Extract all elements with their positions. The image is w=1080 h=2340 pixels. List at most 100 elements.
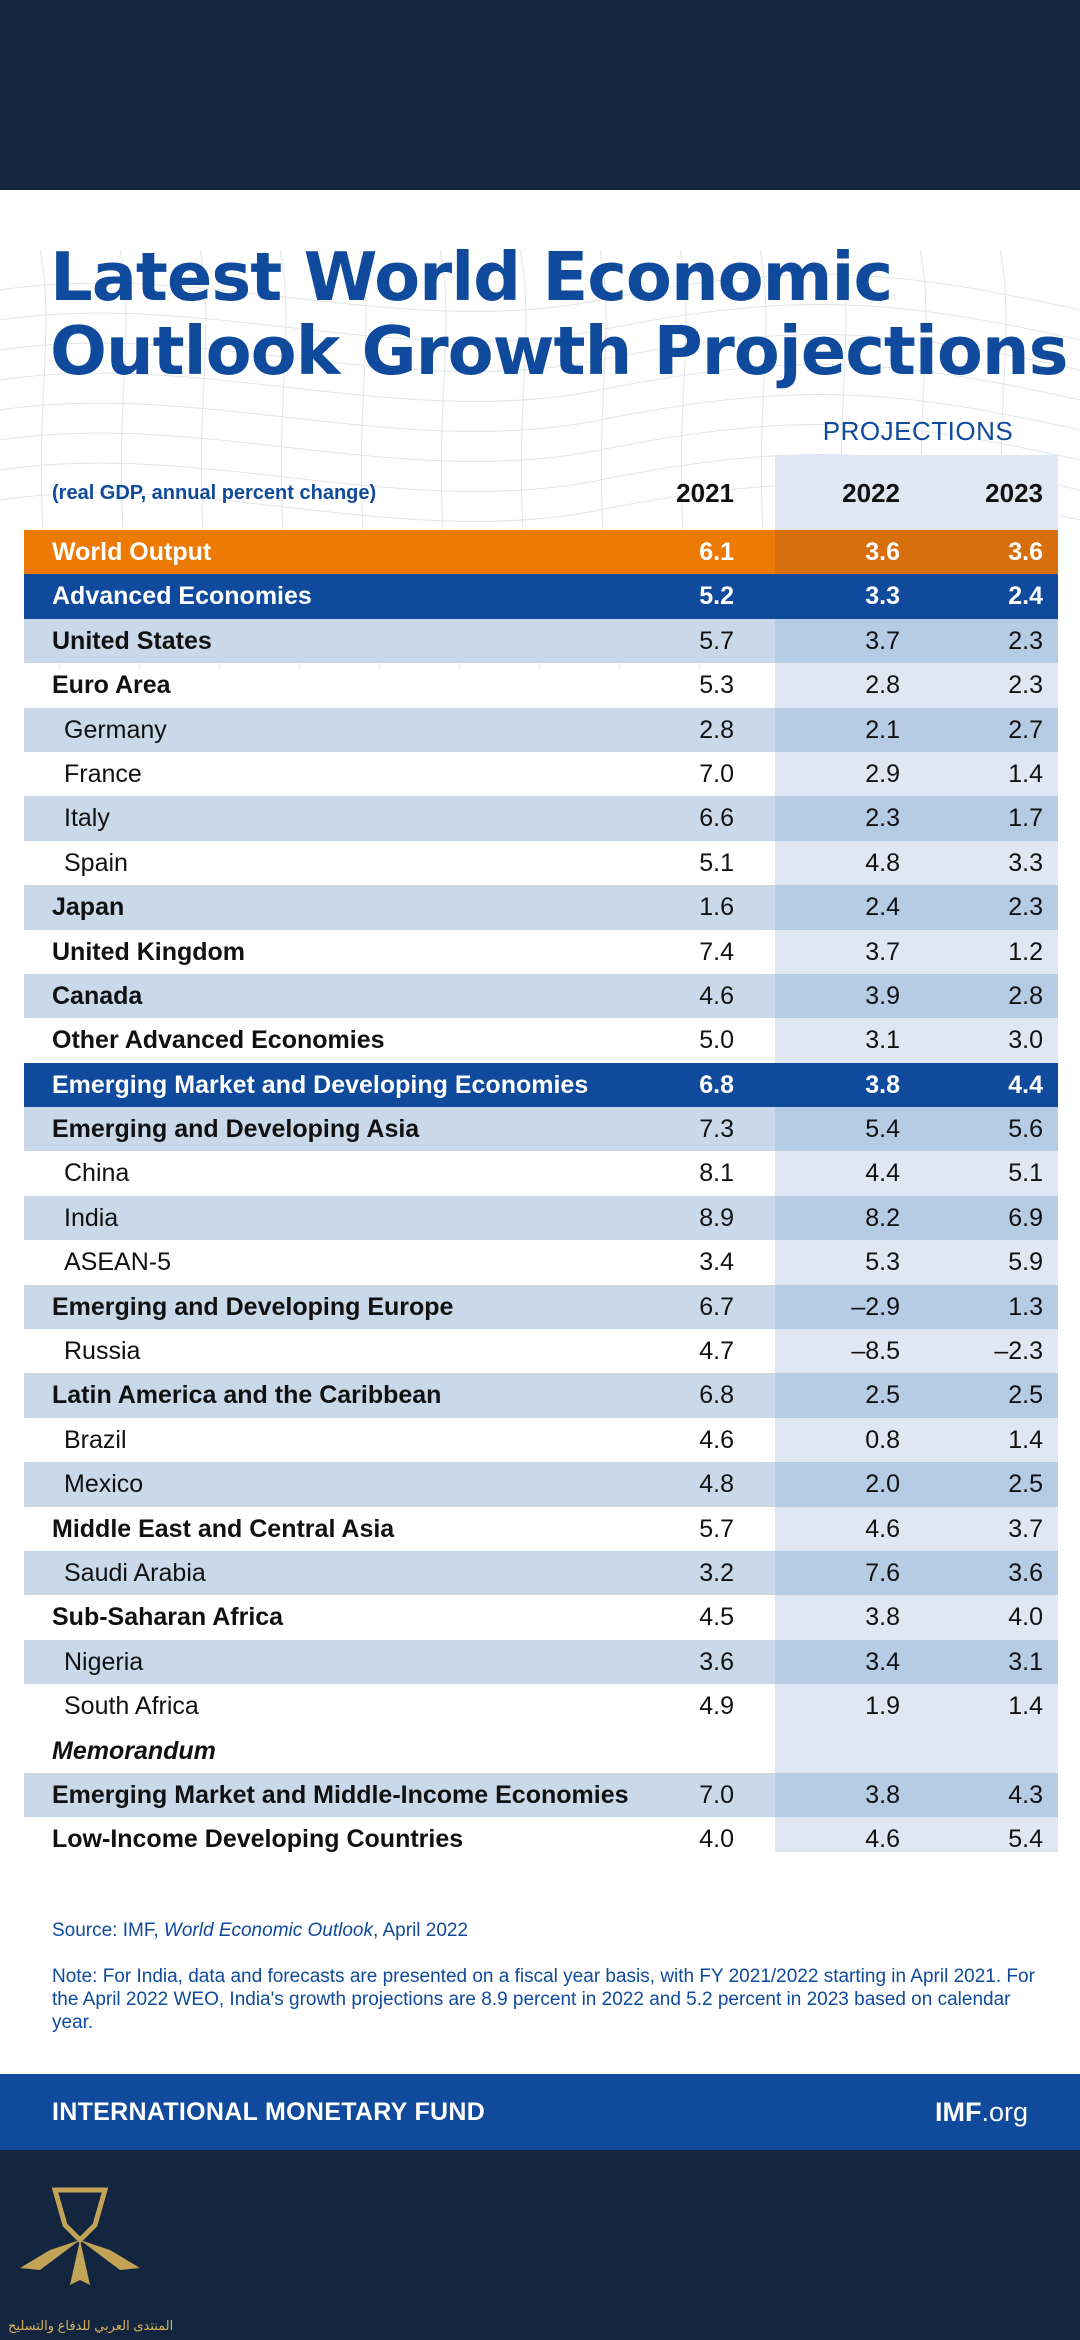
projection-shading (775, 1284, 1058, 1330)
top-dark-band (0, 0, 1080, 190)
row-shading (24, 1062, 1058, 1108)
value-2023: 2.5 (1008, 1470, 1043, 1499)
row-label: United States (52, 626, 212, 655)
value-2023: 3.1 (1008, 1647, 1043, 1676)
table-row: Mexico 4.8 2.0 2.5 (24, 1462, 1058, 1507)
table-row: Sub-Saharan Africa 4.5 3.8 4.0 (24, 1595, 1058, 1639)
value-2022: 2.3 (865, 804, 900, 833)
website-bold: IMF (934, 2097, 982, 2127)
row-label: Emerging and Developing Asia (52, 1115, 420, 1144)
value-2022: 4.6 (865, 1825, 900, 1854)
value-2021: 1.6 (699, 893, 734, 922)
value-2022: 3.6 (865, 538, 900, 566)
projections-label: PROJECTIONS (822, 416, 1014, 446)
value-2023: 2.8 (1008, 981, 1043, 1010)
value-2023: 2.3 (1008, 893, 1043, 922)
value-2023: 3.3 (1008, 848, 1043, 877)
table-row: Low-Income Developing Countries 4.0 4.6 5.4 (24, 1817, 1058, 1861)
value-2023: 3.0 (1008, 1026, 1043, 1055)
units-subtitle: (real GDP, annual percent change) (52, 482, 377, 504)
table-row: Other Advanced Economies 5.0 3.1 3.0 (24, 1018, 1058, 1062)
row-label: Sub-Saharan Africa (52, 1603, 284, 1632)
value-2023: –2.3 (994, 1337, 1043, 1366)
projection-shading (775, 1550, 1058, 1596)
projection-shading (775, 1772, 1058, 1818)
value-2021: 7.4 (699, 937, 734, 966)
row-label: Russia (64, 1337, 141, 1366)
value-2021: 4.7 (699, 1337, 734, 1366)
row-label: Mexico (64, 1470, 144, 1499)
website-link[interactable]: IMF.org (935, 2074, 1028, 2150)
value-2023: 4.4 (1008, 1070, 1043, 1099)
infographic-card: Latest World Economic Outlook Growth Pro… (0, 190, 1080, 2074)
year-header-2023: 2023 (985, 478, 1043, 508)
value-2023: 5.4 (1008, 1825, 1043, 1854)
table-row: China 8.1 4.4 5.1 (24, 1151, 1058, 1195)
value-2021: 6.8 (699, 1381, 734, 1410)
projection-shading (775, 707, 1058, 752)
row-label: South Africa (64, 1692, 199, 1721)
value-2023: 3.6 (1008, 1558, 1043, 1587)
source-publication: World Economic Outlook (163, 1920, 373, 1941)
value-2023: 1.7 (1008, 804, 1043, 833)
table-row: Germany 2.8 2.1 2.7 (24, 707, 1058, 752)
row-shading (24, 574, 1058, 619)
row-label: Advanced Economies (52, 582, 312, 611)
projection-shading (775, 1195, 1058, 1241)
row-label: India (64, 1203, 119, 1232)
row-label: Middle East and Central Asia (52, 1514, 395, 1543)
value-2023: 1.3 (1008, 1292, 1043, 1321)
table-row: Emerging and Developing Asia 7.3 5.4 5.6 (24, 1107, 1058, 1152)
value-2022: 5.4 (865, 1115, 900, 1144)
table-row: Emerging Market and Middle-Income Econom… (24, 1772, 1058, 1818)
value-2023: 1.2 (1008, 937, 1043, 966)
value-2022: 4.4 (865, 1159, 900, 1188)
value-2021: 3.2 (699, 1558, 734, 1587)
row-label: Other Advanced Economies (52, 1026, 385, 1055)
value-2023: 6.9 (1008, 1203, 1043, 1232)
india-note: Note: For India, data and forecasts are … (52, 1966, 1035, 2033)
source-prefix: Source: IMF, (52, 1920, 164, 1941)
table-row: Euro Area 5.3 2.8 2.3 (24, 663, 1058, 707)
value-2021: 8.1 (699, 1159, 734, 1188)
value-2021: 4.9 (699, 1692, 734, 1721)
value-2021: 5.2 (699, 582, 734, 611)
table-row: United Kingdom 7.4 3.7 1.2 (24, 930, 1058, 974)
value-2023: 3.6 (1008, 538, 1043, 566)
table-row: India 8.9 8.2 6.9 (24, 1195, 1058, 1241)
row-label: Spain (64, 848, 128, 877)
table-row: Memorandum (24, 1729, 1058, 1773)
table-row: Emerging and Developing Europe 6.7 –2.9 1.3 (24, 1284, 1058, 1330)
value-2022: 8.2 (865, 1203, 900, 1232)
organization-name: INTERNATIONAL MONETARY FUND (52, 2098, 486, 2126)
value-2021: 3.4 (699, 1248, 734, 1277)
table-row: Latin America and the Caribbean 6.8 2.5 2.5 (24, 1373, 1058, 1418)
value-2022: 3.8 (865, 1603, 900, 1632)
value-2023: 2.4 (1008, 582, 1043, 611)
value-2022: 4.8 (865, 848, 900, 877)
value-2022: 2.8 (865, 671, 900, 700)
title-line-1: Latest World Economic (50, 238, 893, 316)
table-row: United States 5.7 3.7 2.3 (24, 618, 1058, 664)
value-2021: 3.6 (699, 1647, 734, 1676)
table-row: Emerging Market and Developing Economies… (24, 1062, 1058, 1108)
value-2023: 4.3 (1008, 1780, 1043, 1809)
projection-shading (775, 796, 1058, 841)
value-2021: 6.6 (699, 804, 734, 833)
bottom-dark-band (0, 2150, 1080, 2340)
source-citation: Source: IMF, World Economic Outlook, Apr… (52, 1920, 468, 1942)
projections-column-band (775, 455, 1058, 1852)
row-label: Low-Income Developing Countries (52, 1825, 464, 1854)
value-2021: 4.8 (699, 1470, 734, 1499)
table-row: France 7.0 2.9 1.4 (24, 752, 1058, 796)
value-2023: 5.9 (1008, 1248, 1043, 1277)
row-label: Euro Area (52, 671, 171, 700)
value-2023: 1.4 (1008, 759, 1043, 788)
watermark-eagle-icon (20, 2187, 140, 2285)
projection-shading (775, 885, 1058, 930)
projection-shading (775, 973, 1058, 1019)
value-2023: 2.7 (1008, 715, 1043, 744)
value-2021: 5.0 (699, 1026, 734, 1055)
value-2021: 2.8 (699, 715, 734, 744)
projection-shading (775, 1462, 1058, 1507)
